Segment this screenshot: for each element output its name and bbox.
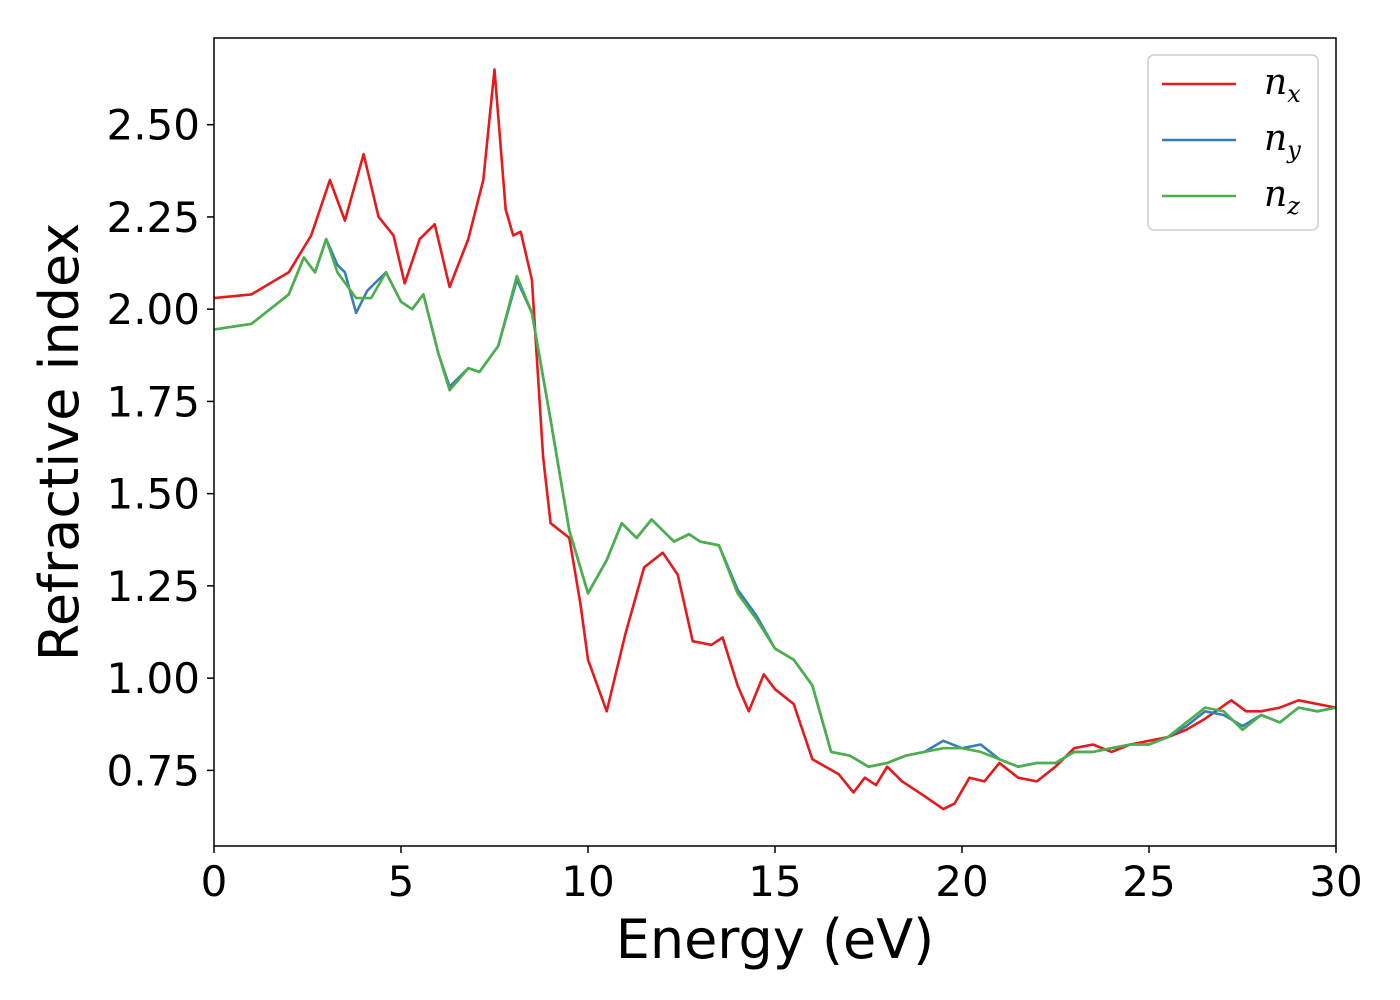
legend-label-z: nz	[1264, 174, 1300, 220]
y-tick-label: 1.75	[106, 377, 200, 426]
x-tick-label: 10	[561, 857, 614, 906]
y-tick-label: 1.25	[106, 562, 200, 611]
x-tick-label: 5	[388, 857, 415, 906]
x-axis-label: Energy (eV)	[616, 908, 935, 971]
x-tick-label: 20	[935, 857, 988, 906]
x-tick-label: 15	[748, 857, 801, 906]
legend-label-y: ny	[1264, 118, 1301, 164]
series-line-z	[213, 237, 1337, 768]
x-tick-label: 30	[1309, 857, 1362, 906]
y-tick-label: 2.50	[106, 101, 200, 150]
legend-box	[1147, 54, 1319, 231]
y-tick-label: 0.75	[106, 746, 200, 795]
legend: nx ny nz	[1147, 54, 1319, 231]
y-tick-label: 2.00	[106, 285, 200, 334]
x-tick-label: 0	[201, 857, 228, 906]
ticks-layer: 0 5 10 15 20 25 30 0.75 1.00 1.25 1.50 1.75 2.00 2.25…	[106, 101, 1362, 906]
y-tick-label: 1.00	[106, 654, 200, 703]
y-tick-label: 1.50	[106, 470, 200, 519]
series-layer	[213, 68, 1337, 811]
legend-label-x: nx	[1264, 62, 1301, 108]
y-axis-label: Refractive index	[28, 223, 91, 662]
x-tick-label: 25	[1122, 857, 1175, 906]
y-tick-label: 2.25	[106, 193, 200, 242]
